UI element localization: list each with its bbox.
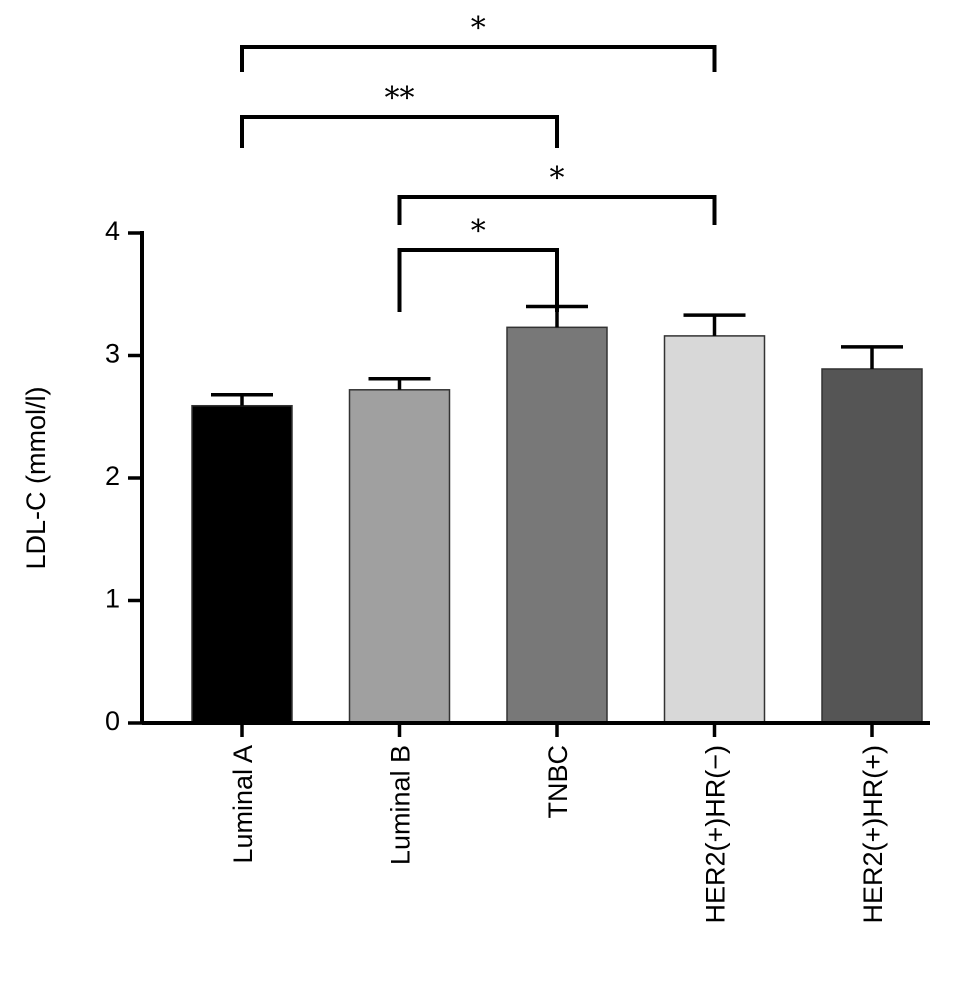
category-label-4: HER2(+)HR(+) <box>858 745 888 924</box>
error-bars <box>211 304 903 406</box>
significance-bracket-3 <box>397 248 559 312</box>
bars <box>191 326 923 724</box>
bar-2 <box>506 326 608 724</box>
category-label-2: TNBC <box>543 745 573 819</box>
bar-0 <box>191 404 293 724</box>
y-tick-label-4: 4 <box>105 216 120 246</box>
category-label-0: Luminal A <box>228 745 258 864</box>
bar-4 <box>821 368 923 724</box>
bar-3 <box>663 335 766 724</box>
significance-label-0: * <box>471 11 486 46</box>
y-axis-title: LDL-C (mmol/l) <box>21 386 51 569</box>
significance-brackets: ***** <box>240 11 717 312</box>
significance-label-2: * <box>550 161 565 196</box>
significance-label-3: * <box>471 214 486 249</box>
bar-1 <box>348 389 451 724</box>
significance-label-1: ** <box>385 81 415 116</box>
category-label-3: HER2(+)HR(−) <box>701 745 731 924</box>
category-label-1: Luminal B <box>386 745 416 865</box>
y-tick-label-0: 0 <box>105 706 120 736</box>
x-axis: Luminal A Luminal B TNBC HER2(+)HR(−) HER2(+… <box>142 721 930 924</box>
y-tick-label-2: 2 <box>105 461 120 491</box>
y-tick-label-1: 1 <box>105 584 120 614</box>
y-axis: 0 1 2 3 4 <box>105 216 144 736</box>
significance-bracket-0 <box>240 45 717 72</box>
significance-bracket-1 <box>240 115 559 148</box>
significance-bracket-2 <box>397 195 717 225</box>
y-tick-label-3: 3 <box>105 339 120 369</box>
